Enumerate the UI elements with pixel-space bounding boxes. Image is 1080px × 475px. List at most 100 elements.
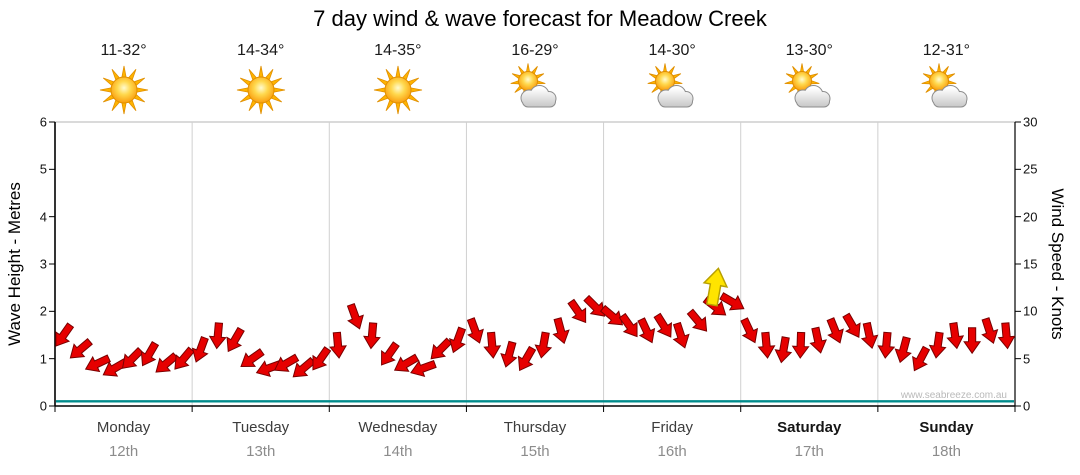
wind-arrow: [583, 294, 606, 317]
wind-arrow: [208, 322, 227, 350]
wind-arrow: [997, 322, 1016, 350]
wind-arrow: [191, 336, 209, 363]
wind-arrow: [226, 326, 245, 353]
wind-arrow: [329, 331, 347, 359]
right-axis-tick-label: 5: [1023, 351, 1031, 367]
wind-arrow: [963, 327, 982, 355]
wind-arrow: [312, 346, 332, 371]
wind-arrow: [381, 341, 400, 366]
sun-cloud-icon: [508, 62, 562, 116]
left-axis-tick-label: 6: [39, 114, 47, 130]
wind-arrow: [155, 352, 179, 373]
right-axis-tick-label: 10: [1023, 303, 1038, 319]
wind-arrow: [292, 356, 316, 378]
wind-arrow: [448, 326, 467, 354]
sun-rays: [373, 65, 422, 115]
wind-arrow: [174, 346, 195, 370]
sun-rays: [236, 65, 285, 115]
wind-arrow: [637, 317, 656, 344]
wind-arrow: [809, 326, 827, 354]
wind-arrow: [255, 359, 283, 378]
wind-arrow: [393, 353, 420, 372]
day-date: 13th: [246, 443, 276, 460]
sun-icon: [234, 62, 288, 116]
wind-arrow: [534, 331, 553, 359]
right-axis-tick-label: 20: [1023, 209, 1038, 225]
left-axis-title: Wave Height - Metres: [5, 182, 24, 346]
wind-arrow: [791, 331, 810, 359]
wind-arrow: [140, 341, 160, 367]
day-date: 16th: [657, 443, 687, 460]
wind-arrow: [946, 322, 965, 350]
wind-arrow: [430, 337, 453, 360]
temp-range: 14-30°: [648, 42, 696, 59]
day-date: 14th: [383, 443, 413, 460]
day-date: 17th: [794, 443, 824, 460]
highlight-wind-arrow: [702, 267, 729, 307]
wind-arrow: [410, 359, 437, 378]
right-axis-tick-label: 15: [1023, 256, 1038, 272]
day-date: 15th: [520, 443, 550, 460]
sun-icon: [97, 62, 151, 116]
wind-arrow: [672, 321, 690, 349]
wind-arrow: [740, 317, 759, 344]
temp-range: 14-34°: [237, 42, 285, 59]
sun-cloud-icon: [919, 62, 973, 116]
wind-arrow: [55, 322, 75, 347]
sun-disc: [110, 76, 138, 104]
wind-arrow: [912, 345, 931, 372]
temp-range: 11-32°: [100, 42, 147, 59]
wind-arrow: [500, 340, 518, 368]
sun-rays: [99, 65, 148, 115]
temp-range: 14-35°: [374, 42, 422, 59]
wind-arrow: [567, 298, 587, 324]
left-axis-tick-label: 2: [39, 303, 47, 319]
left-axis-tick-label: 0: [39, 398, 47, 414]
left-axis-tick-label: 4: [39, 209, 47, 225]
day-name: Thursday: [503, 419, 567, 436]
wind-arrow: [84, 354, 111, 373]
plot-border: [54, 121, 1016, 407]
sun-disc: [247, 76, 275, 104]
day-name: Wednesday: [358, 419, 438, 436]
wind-arrow: [102, 358, 128, 377]
wind-arrow: [121, 346, 144, 369]
wind-arrow: [69, 338, 93, 359]
wind-arrow: [860, 321, 879, 350]
page-title: 7 day wind & wave forecast for Meadow Cr…: [313, 6, 767, 31]
wind-arrow: [894, 336, 912, 364]
right-axis-title: Wind Speed - Knots: [1048, 188, 1067, 340]
wind-arrow: [483, 331, 502, 359]
temp-range: 16-29°: [511, 42, 559, 59]
sun-icon: [371, 62, 425, 116]
wind-arrow: [826, 317, 844, 344]
wind-arrow: [653, 312, 672, 338]
sun-cloud-icon: [645, 62, 699, 116]
wind-arrow: [686, 308, 708, 332]
right-axis-tick-label: 25: [1023, 161, 1038, 177]
wind-arrow: [981, 317, 999, 344]
day-name: Friday: [651, 419, 693, 436]
right-axis-tick-label: 30: [1023, 114, 1038, 130]
wind-arrow: [466, 317, 484, 344]
temp-range: 13-30°: [785, 42, 833, 59]
watermark: www.seabreeze.com.au: [900, 390, 1007, 401]
wind-arrow: [719, 292, 745, 311]
wind-arrow: [774, 336, 793, 364]
left-axis-tick-label: 3: [39, 256, 47, 272]
left-axis-tick-label: 1: [39, 351, 47, 367]
sun-cloud-icon: [782, 62, 836, 116]
wind-arrow: [346, 302, 364, 330]
wind-arrow: [618, 312, 638, 338]
day-name: Saturday: [777, 419, 842, 436]
wind-arrow: [842, 312, 861, 338]
wind-arrow: [517, 345, 537, 372]
sun-disc: [384, 76, 412, 104]
day-date: 12th: [108, 443, 139, 460]
wind-arrow: [240, 348, 265, 367]
left-axis-tick-label: 5: [39, 161, 47, 177]
wind-arrow: [273, 353, 300, 372]
temp-range: 12-31°: [922, 42, 971, 59]
